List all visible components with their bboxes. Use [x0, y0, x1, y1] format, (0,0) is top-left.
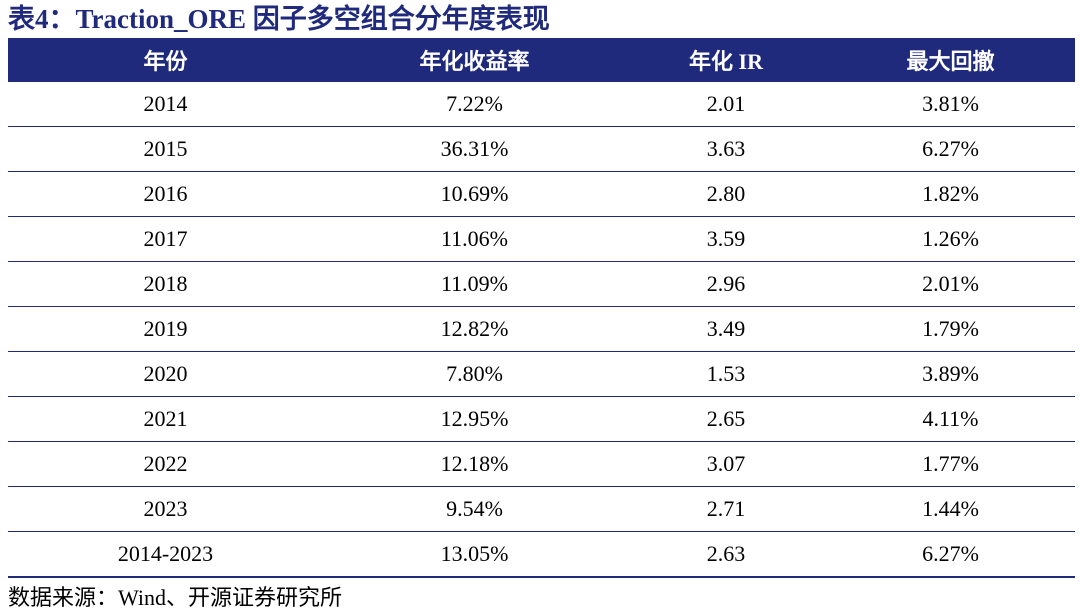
cell-annual-ir: 1.53	[626, 351, 826, 397]
table-row: 2014 7.22% 2.01 3.81%	[8, 82, 1075, 127]
cell-max-drawdown: 2.01%	[826, 261, 1075, 307]
table-row: 2018 11.09% 2.96 2.01%	[8, 261, 1075, 307]
cell-max-drawdown: 1.82%	[826, 171, 1075, 217]
cell-annual-ir: 2.01	[626, 82, 826, 127]
cell-max-drawdown: 3.89%	[826, 351, 1075, 397]
cell-max-drawdown: 1.26%	[826, 216, 1075, 262]
cell-annual-return: 12.82%	[323, 306, 626, 352]
cell-year: 2022	[8, 441, 323, 487]
cell-annual-ir: 2.63	[626, 531, 826, 578]
header-year: 年份	[8, 38, 323, 82]
cell-annual-return: 12.18%	[323, 441, 626, 487]
cell-max-drawdown: 1.44%	[826, 486, 1075, 532]
table-row: 2019 12.82% 3.49 1.79%	[8, 306, 1075, 352]
cell-annual-ir: 3.59	[626, 216, 826, 262]
cell-annual-return: 36.31%	[323, 126, 626, 172]
header-max-drawdown: 最大回撤	[826, 38, 1075, 82]
table-row: 2017 11.06% 3.59 1.26%	[8, 216, 1075, 262]
table-row: 2022 12.18% 3.07 1.77%	[8, 441, 1075, 487]
cell-annual-ir: 2.71	[626, 486, 826, 532]
table-row: 2023 9.54% 2.71 1.44%	[8, 486, 1075, 532]
cell-annual-ir: 3.63	[626, 126, 826, 172]
table-title: 表4：Traction_ORE 因子多空组合分年度表现	[8, 4, 550, 34]
cell-annual-return: 11.06%	[323, 216, 626, 262]
cell-annual-return: 7.80%	[323, 351, 626, 397]
header-annual-return: 年化收益率	[323, 38, 626, 82]
cell-max-drawdown: 6.27%	[826, 531, 1075, 578]
cell-year: 2016	[8, 171, 323, 217]
cell-year: 2014-2023	[8, 531, 323, 578]
cell-max-drawdown: 3.81%	[826, 82, 1075, 127]
table-row: 2016 10.69% 2.80 1.82%	[8, 171, 1075, 217]
table-header-row: 年份 年化收益率 年化 IR 最大回撤	[8, 38, 1075, 82]
cell-max-drawdown: 1.79%	[826, 306, 1075, 352]
cell-annual-ir: 2.80	[626, 171, 826, 217]
cell-max-drawdown: 1.77%	[826, 441, 1075, 487]
cell-year: 2019	[8, 306, 323, 352]
cell-annual-return: 11.09%	[323, 261, 626, 307]
cell-annual-ir: 2.65	[626, 396, 826, 442]
cell-annual-return: 7.22%	[323, 82, 626, 127]
cell-annual-ir: 3.07	[626, 441, 826, 487]
header-annual-ir: 年化 IR	[626, 38, 826, 82]
cell-annual-ir: 3.49	[626, 306, 826, 352]
cell-max-drawdown: 6.27%	[826, 126, 1075, 172]
cell-year: 2015	[8, 126, 323, 172]
cell-year: 2014	[8, 82, 323, 127]
cell-annual-return: 12.95%	[323, 396, 626, 442]
cell-annual-return: 13.05%	[323, 531, 626, 578]
cell-year: 2018	[8, 261, 323, 307]
table-row: 2020 7.80% 1.53 3.89%	[8, 351, 1075, 397]
table-row: 2021 12.95% 2.65 4.11%	[8, 396, 1075, 442]
cell-year: 2023	[8, 486, 323, 532]
data-source-note: 数据来源：Wind、开源证券研究所	[8, 585, 342, 610]
cell-annual-return: 10.69%	[323, 171, 626, 217]
table-row: 2015 36.31% 3.63 6.27%	[8, 126, 1075, 172]
cell-year: 2021	[8, 396, 323, 442]
table-row-total: 2014-2023 13.05% 2.63 6.27%	[8, 531, 1075, 578]
cell-year: 2017	[8, 216, 323, 262]
cell-year: 2020	[8, 351, 323, 397]
cell-max-drawdown: 4.11%	[826, 396, 1075, 442]
cell-annual-ir: 2.96	[626, 261, 826, 307]
cell-annual-return: 9.54%	[323, 486, 626, 532]
performance-table: 年份 年化收益率 年化 IR 最大回撤 2014 7.22% 2.01 3.81…	[8, 38, 1075, 578]
